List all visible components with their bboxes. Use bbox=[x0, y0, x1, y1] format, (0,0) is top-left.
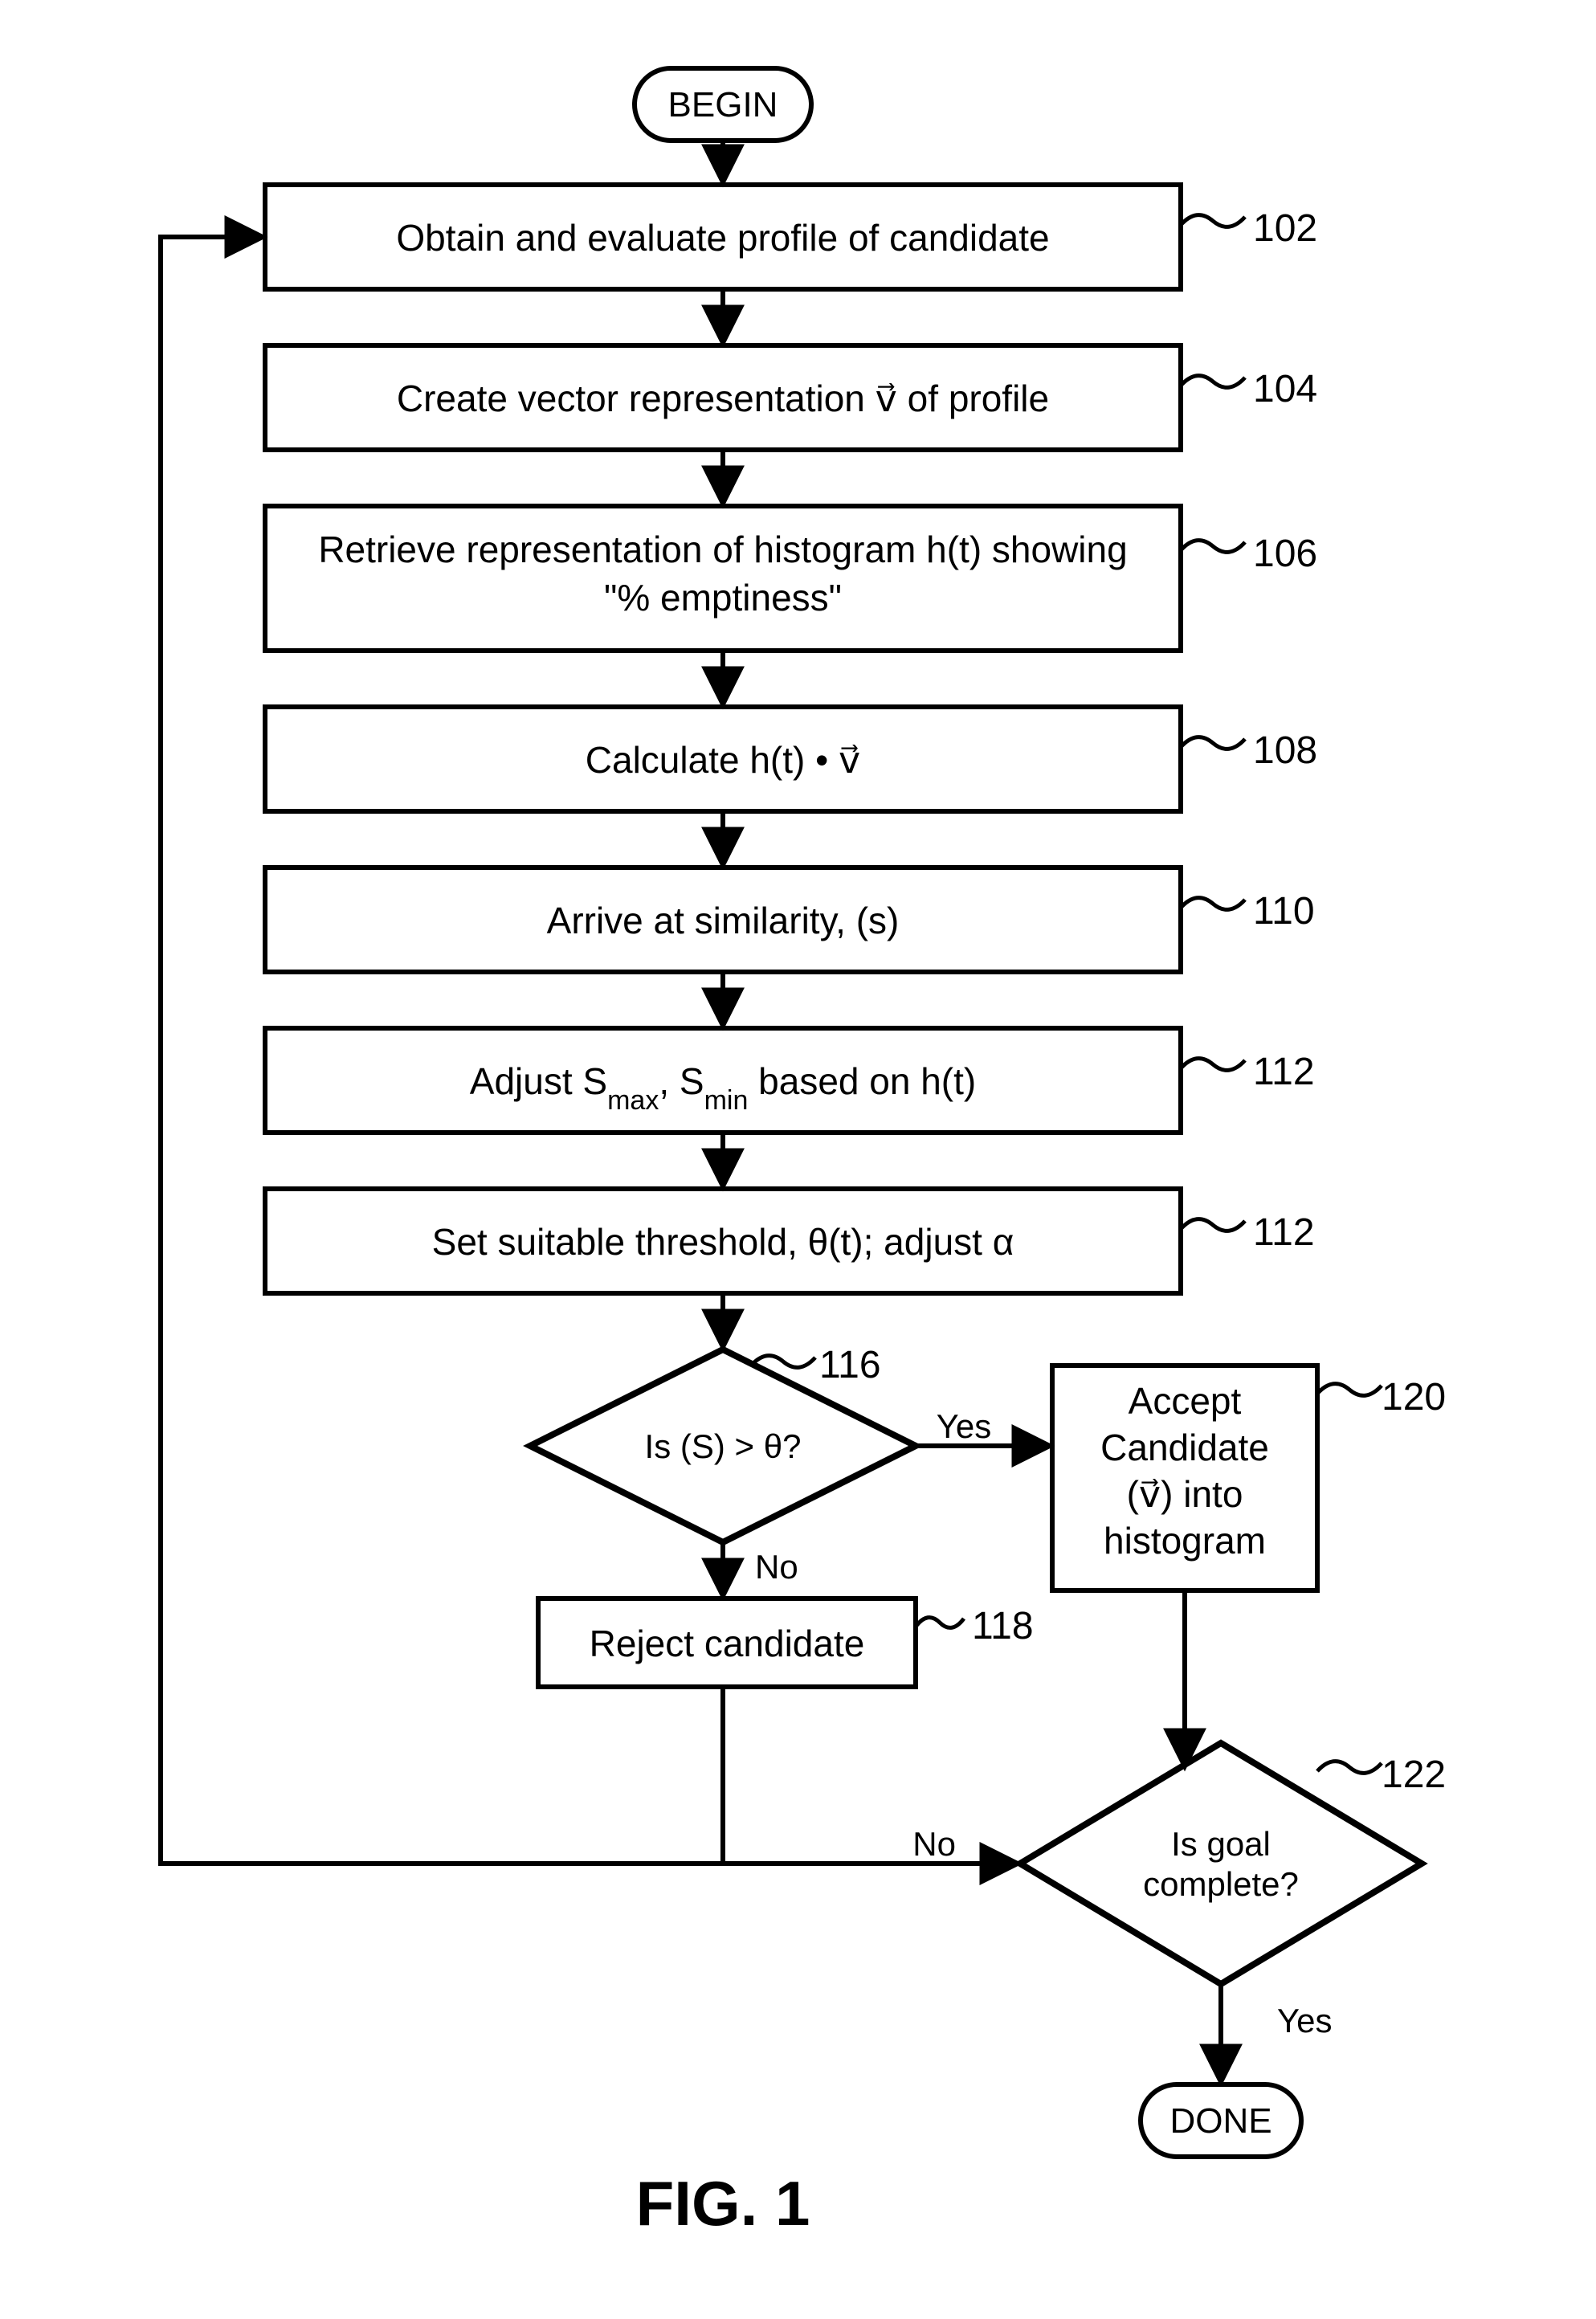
terminal-begin-label: BEGIN bbox=[668, 85, 778, 125]
box-106-line1: Retrieve representation of histogram h(t… bbox=[318, 529, 1127, 570]
ref-108: 108 bbox=[1253, 729, 1317, 772]
box-108-text: Calculate h(t) • v⃗ bbox=[586, 739, 860, 781]
terminal-done: DONE bbox=[1141, 2084, 1301, 2157]
label-122-no: No bbox=[912, 1825, 956, 1863]
ref-104: 104 bbox=[1253, 368, 1317, 410]
ref-120: 120 bbox=[1382, 1376, 1446, 1419]
box-102-text: Obtain and evaluate profile of candidate bbox=[396, 217, 1049, 259]
box-118-text: Reject candidate bbox=[590, 1623, 865, 1664]
box-120: Accept Candidate (v⃗) into histogram bbox=[1052, 1366, 1317, 1590]
box-120-l4: histogram bbox=[1104, 1520, 1266, 1562]
box-106-line2: "% emptiness" bbox=[604, 577, 842, 619]
box-102: Obtain and evaluate profile of candidate bbox=[265, 185, 1181, 289]
decision-122-l1: Is goal bbox=[1171, 1825, 1271, 1863]
decision-116-text: Is (S) > θ? bbox=[645, 1427, 802, 1465]
box-110-text: Arrive at similarity, (s) bbox=[547, 900, 900, 941]
ref-112a: 112 bbox=[1253, 1051, 1315, 1093]
ref-118: 118 bbox=[972, 1605, 1034, 1647]
label-116-no: No bbox=[755, 1548, 798, 1586]
box-106: Retrieve representation of histogram h(t… bbox=[265, 506, 1181, 651]
box-112b-text: Set suitable threshold, θ(t); adjust α bbox=[432, 1221, 1014, 1263]
box-110: Arrive at similarity, (s) bbox=[265, 868, 1181, 972]
ref-116: 116 bbox=[819, 1344, 881, 1386]
ref-102: 102 bbox=[1253, 207, 1317, 250]
label-122-yes: Yes bbox=[1277, 2002, 1333, 2039]
box-104: Create vector representation v⃗ of profi… bbox=[265, 345, 1181, 450]
decision-122-l2: complete? bbox=[1143, 1865, 1299, 1903]
box-120-l3: (v⃗) into bbox=[1127, 1473, 1243, 1515]
figure-label: FIG. 1 bbox=[636, 2168, 810, 2239]
terminal-begin: BEGIN bbox=[635, 68, 811, 141]
ref-112b: 112 bbox=[1253, 1211, 1315, 1254]
box-120-l1: Accept bbox=[1129, 1380, 1242, 1422]
box-112b: Set suitable threshold, θ(t); adjust α bbox=[265, 1189, 1181, 1293]
box-112a-text: Adjust Smax, Smin based on h(t) bbox=[470, 1060, 976, 1116]
decision-122: Is goal complete? bbox=[1020, 1743, 1422, 1984]
box-104-text: Create vector representation v⃗ of profi… bbox=[397, 378, 1049, 419]
box-118: Reject candidate bbox=[538, 1598, 916, 1687]
edge-122-no-loop bbox=[161, 237, 723, 1864]
ref-122: 122 bbox=[1382, 1754, 1446, 1796]
box-108: Calculate h(t) • v⃗ bbox=[265, 707, 1181, 811]
edges bbox=[161, 141, 1221, 2083]
box-120-l2: Candidate bbox=[1100, 1427, 1269, 1468]
ref-106: 106 bbox=[1253, 533, 1317, 575]
terminal-done-label: DONE bbox=[1169, 2101, 1271, 2141]
ref-110: 110 bbox=[1253, 890, 1315, 933]
label-116-yes: Yes bbox=[937, 1407, 992, 1445]
box-112a: Adjust Smax, Smin based on h(t) bbox=[265, 1028, 1181, 1133]
